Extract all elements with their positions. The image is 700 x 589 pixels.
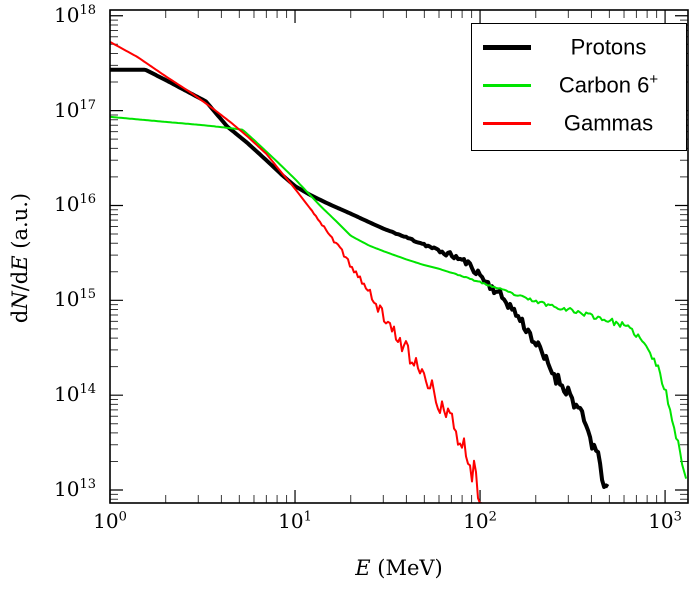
legend-row-carbon: Carbon 6+ [472,66,686,104]
legend-label-protons-text: Protons [570,34,647,60]
y-tick-label: 1013 [54,476,96,501]
y-tick-label: 1017 [54,97,96,122]
y-tick-label: 1016 [54,192,96,217]
legend-row-protons: Protons [472,28,686,66]
legend-label-gammas-text: Gammas [563,110,654,136]
y-axis-label-E: E [8,255,32,271]
x-tick-label: 103 [648,509,682,533]
legend-line-gammas [483,121,531,125]
legend-label-carbon: Carbon 6+ [531,71,686,98]
y-tick-label: 1018 [54,2,96,27]
legend: Protons Carbon 6+ Gammas [471,23,687,151]
legend-line-carbon [483,83,531,87]
y-axis-label-d: d [8,309,32,324]
legend-line-protons [483,44,531,50]
y-axis-label-N: N [8,291,32,310]
y-tick-label: 1014 [54,381,96,406]
carbon-6--curve [110,115,688,479]
legend-row-gammas: Gammas [472,104,686,142]
legend-label-gammas: Gammas [531,109,686,136]
x-axis-label-symbol: E [355,556,371,580]
y-axis-label: dN/dE (a.u.) [8,173,34,343]
x-tick-label: 102 [463,509,497,533]
x-axis-label: E (MeV) [110,556,688,580]
legend-label-carbon-text: Carbon 6 [558,72,650,98]
legend-label-carbon-sup: + [649,71,659,89]
y-tick-label: 1015 [54,287,96,312]
y-axis-label-dd: /d [8,270,32,292]
plot-border [109,9,689,504]
x-axis-label-unit: (MeV) [370,556,443,580]
x-tick-label: 101 [278,509,312,533]
gammas-curve [110,41,483,503]
y-axis-label-unit: (a.u.) [8,192,32,256]
x-tick-label: 100 [93,509,127,533]
legend-label-protons: Protons [531,33,686,60]
